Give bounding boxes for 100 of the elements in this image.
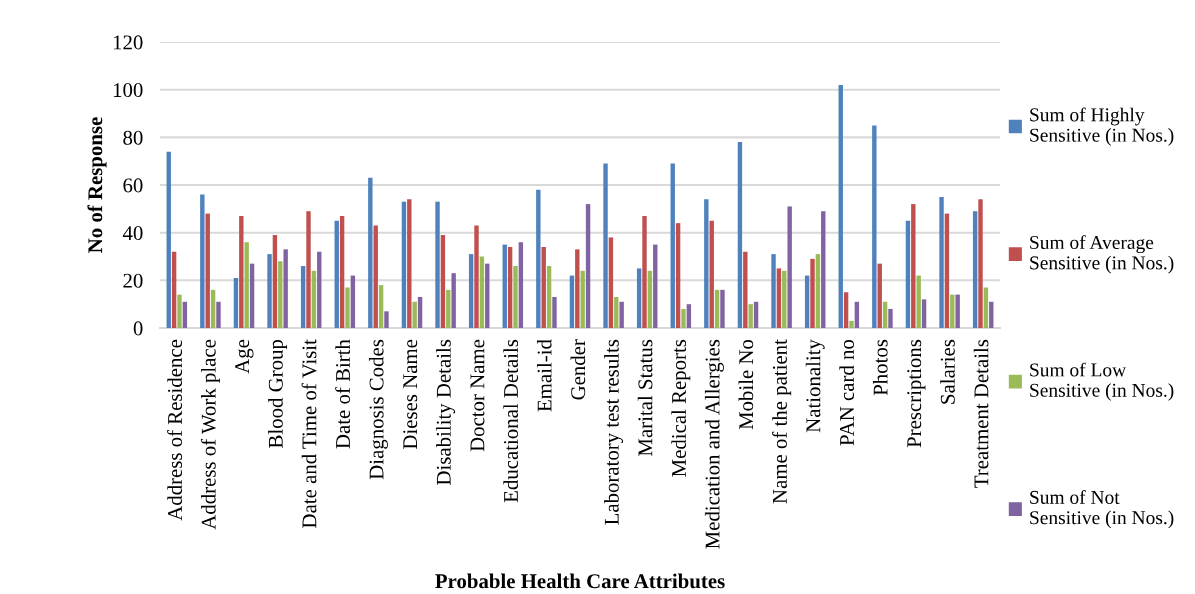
y-axis-title: No of Response <box>87 117 107 253</box>
bar <box>182 301 188 328</box>
bar <box>171 251 177 328</box>
bar <box>737 142 743 328</box>
bar <box>267 254 272 328</box>
bar <box>216 301 221 328</box>
bar <box>753 301 759 328</box>
x-tick-label: Laboratory test results <box>604 339 624 525</box>
bar <box>670 163 675 328</box>
x-tick-label: Photos <box>872 339 888 396</box>
bar <box>704 199 709 328</box>
bar <box>585 204 591 328</box>
x-tick-label: Medical Reports <box>671 339 691 477</box>
bar <box>743 251 748 328</box>
bar <box>552 297 557 328</box>
x-tick-label: Email-id <box>536 339 552 412</box>
bar <box>872 125 877 328</box>
bar <box>939 196 944 328</box>
x-tick-label: Dieses Name <box>403 339 418 450</box>
bar <box>435 201 440 328</box>
bar <box>368 177 373 328</box>
legend-label: Sum of Average Sensitive (in Nos.) <box>1030 235 1174 274</box>
bar <box>978 199 983 328</box>
y-tick-label: 0 <box>133 321 143 336</box>
y-tick-label: 60 <box>123 178 143 193</box>
bar <box>821 211 826 328</box>
bar <box>709 220 714 328</box>
bar <box>916 275 921 328</box>
x-tick-label: Age <box>235 339 254 374</box>
bar <box>479 256 485 328</box>
bar <box>546 266 552 328</box>
x-tick-label: Disability Details <box>436 339 456 485</box>
x-tick-label: Treatment Details <box>973 339 989 488</box>
x-tick-label: Doctor Name <box>470 339 485 452</box>
bar <box>446 289 451 328</box>
bar <box>317 251 322 328</box>
bar <box>771 254 776 328</box>
bar <box>838 84 843 328</box>
bar <box>653 244 658 328</box>
bar <box>166 151 171 328</box>
y-tick-label: 120 <box>113 35 143 50</box>
bar <box>507 246 513 328</box>
bar <box>210 289 216 328</box>
bar <box>468 254 474 328</box>
x-tick-label: Marital Status <box>637 339 653 456</box>
legend-label: Sum of Highly Sensitive (in Nos.) <box>1030 107 1174 146</box>
x-tick-label: Nationality <box>805 339 825 433</box>
bar <box>311 270 317 328</box>
bar <box>950 294 955 328</box>
x-tick-label: Mobile No <box>738 339 754 430</box>
bar <box>619 301 624 328</box>
bar <box>384 311 389 328</box>
y-tick-label: 100 <box>113 83 143 98</box>
bar <box>575 249 580 328</box>
x-tick-label: PAN card no <box>839 339 855 446</box>
x-tick-label: Diagnosis Codes <box>368 339 388 480</box>
bar <box>720 289 725 328</box>
bar <box>339 215 345 328</box>
bar <box>905 220 911 328</box>
bar <box>345 287 350 328</box>
bar <box>944 213 950 328</box>
bar <box>888 308 893 328</box>
y-tick-label: 20 <box>123 273 143 288</box>
bar <box>804 275 810 328</box>
bar <box>401 201 407 328</box>
bar <box>244 242 249 328</box>
x-tick-label: Address of Residence <box>167 339 183 521</box>
bar <box>474 225 479 328</box>
x-tick-label: Date and Time of Visit <box>301 339 317 528</box>
bar <box>306 211 311 328</box>
x-tick-label: Blood Group <box>268 339 288 448</box>
x-tick-label: Gender <box>570 339 586 400</box>
bar <box>849 320 854 328</box>
bar <box>675 223 681 328</box>
bar <box>407 199 412 328</box>
bar <box>782 270 787 328</box>
bar <box>518 242 524 328</box>
x-tick-label: Address of Work place <box>200 339 220 530</box>
bar <box>686 304 692 328</box>
bar <box>580 270 585 328</box>
bar <box>536 189 541 328</box>
bar <box>350 275 356 328</box>
bar <box>787 206 792 328</box>
bar <box>647 270 653 328</box>
x-tick-label: Prescriptions <box>907 339 926 448</box>
bar <box>843 292 849 328</box>
bar <box>177 294 182 328</box>
bar <box>300 266 306 328</box>
bar <box>373 225 378 328</box>
bar <box>714 289 720 328</box>
bar <box>815 254 821 328</box>
bar <box>955 294 960 328</box>
bar <box>636 268 642 328</box>
bar <box>877 263 882 328</box>
bar <box>541 246 546 328</box>
bar <box>983 287 989 328</box>
x-tick-label: Educational Details <box>503 339 519 503</box>
bar <box>239 215 244 328</box>
bar <box>440 235 446 328</box>
bar <box>412 301 417 328</box>
